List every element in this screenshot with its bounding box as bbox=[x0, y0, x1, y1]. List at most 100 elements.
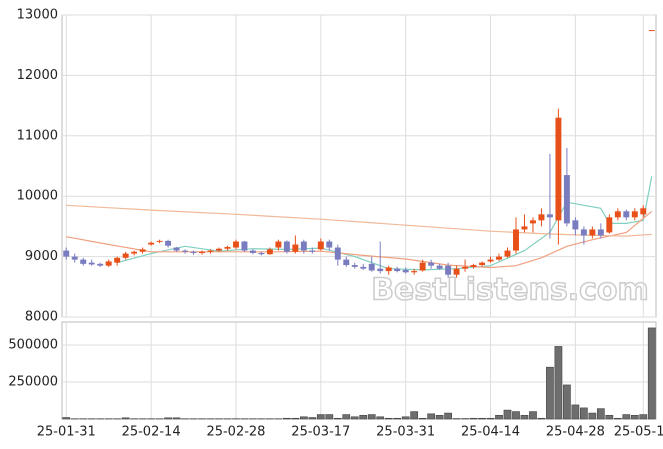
volume-tick-label: 250000 bbox=[8, 374, 58, 389]
y-tick-label: 13000 bbox=[17, 8, 58, 23]
volume-bar bbox=[478, 417, 486, 420]
volume-bar bbox=[529, 411, 537, 420]
volume-panel bbox=[61, 321, 657, 420]
volume-bar bbox=[376, 416, 385, 420]
candle-body bbox=[343, 259, 350, 266]
volume-bar bbox=[172, 417, 181, 420]
volume-bar bbox=[554, 346, 563, 420]
candle-body bbox=[207, 250, 214, 252]
volume-bar bbox=[512, 411, 520, 420]
x-tick-label: 25-05-15 bbox=[614, 425, 663, 440]
x-tick-label: 25-02-28 bbox=[206, 425, 265, 440]
candle-body bbox=[334, 247, 341, 260]
volume-tick-label: 500000 bbox=[8, 337, 58, 352]
candle-body bbox=[266, 249, 273, 255]
volume-bar bbox=[299, 416, 308, 420]
volume-bar bbox=[359, 414, 368, 420]
volume-bar bbox=[350, 416, 359, 420]
y-tick-label: 9000 bbox=[25, 249, 58, 264]
candle-body bbox=[428, 262, 435, 266]
candle-body bbox=[199, 251, 205, 253]
candle-body bbox=[139, 249, 146, 252]
candle-body bbox=[555, 117, 562, 221]
y-tick-label: 12000 bbox=[17, 68, 58, 83]
volume-bar bbox=[639, 414, 648, 420]
candle-body bbox=[606, 217, 613, 233]
candle-body bbox=[385, 267, 392, 272]
candle-body bbox=[216, 248, 222, 251]
candle-body bbox=[377, 268, 384, 272]
candle-body bbox=[182, 250, 189, 252]
candle-body bbox=[275, 241, 282, 248]
candle-body bbox=[63, 250, 70, 257]
x-tick-label: 25-04-28 bbox=[546, 425, 605, 440]
candle-body bbox=[309, 250, 316, 252]
candle-body bbox=[470, 265, 477, 267]
volume-bar bbox=[283, 417, 291, 420]
volume-bar bbox=[486, 417, 495, 420]
candle-body bbox=[462, 266, 469, 269]
candle-body bbox=[368, 263, 375, 271]
volume-bar bbox=[410, 411, 419, 420]
volume-bar bbox=[495, 414, 503, 420]
candle-body bbox=[419, 262, 426, 271]
y-tick-label: 8000 bbox=[25, 310, 58, 325]
volume-bar bbox=[647, 327, 656, 420]
candle-body bbox=[614, 211, 621, 218]
volume-bar bbox=[630, 414, 639, 420]
x-tick-label: 25-01-31 bbox=[37, 425, 96, 440]
candle-body bbox=[97, 263, 104, 266]
volume-bar bbox=[62, 417, 71, 420]
volume-bar bbox=[605, 414, 614, 420]
candle-body bbox=[317, 241, 324, 250]
candle-body bbox=[88, 262, 95, 265]
y-tick-label: 11000 bbox=[17, 128, 58, 143]
volume-bar bbox=[503, 409, 512, 420]
volume-bar bbox=[367, 414, 376, 420]
moving-average bbox=[117, 176, 653, 271]
candle-body bbox=[249, 250, 256, 253]
candle-body bbox=[360, 266, 367, 269]
candle-body bbox=[453, 268, 460, 275]
volume-bar bbox=[316, 414, 325, 420]
candle-body bbox=[648, 30, 655, 32]
candle-body bbox=[496, 256, 502, 260]
candle-body bbox=[504, 250, 511, 257]
volume-bar bbox=[291, 417, 300, 420]
volume-bar bbox=[546, 366, 554, 420]
candle-body bbox=[232, 241, 239, 248]
candle-body bbox=[513, 229, 519, 251]
volume-bar bbox=[435, 414, 444, 420]
candle-body bbox=[479, 262, 486, 266]
candle-body bbox=[631, 211, 638, 218]
x-tick-label: 25-04-14 bbox=[461, 425, 520, 440]
candle-body bbox=[640, 208, 647, 215]
candle-body bbox=[326, 241, 333, 248]
candle-body bbox=[80, 259, 87, 264]
volume-bar bbox=[308, 417, 317, 420]
volume-bar bbox=[537, 417, 546, 420]
candle-body bbox=[538, 214, 545, 221]
candle-body bbox=[224, 246, 231, 249]
volume-bar bbox=[580, 407, 588, 420]
candle-body bbox=[546, 214, 553, 218]
candle-body bbox=[131, 251, 138, 254]
candle-body bbox=[148, 242, 155, 245]
x-tick-label: 25-03-17 bbox=[291, 425, 350, 440]
candle-body bbox=[487, 259, 494, 262]
candle-body bbox=[173, 247, 180, 251]
volume-bar bbox=[384, 417, 393, 420]
moving-average bbox=[66, 210, 653, 269]
volume-bar bbox=[613, 417, 622, 420]
volume-bar bbox=[393, 417, 402, 420]
candle-body bbox=[156, 240, 163, 242]
candle-body bbox=[529, 220, 536, 224]
volume-bar bbox=[342, 414, 351, 420]
volume-bar bbox=[520, 414, 529, 420]
candle-body bbox=[521, 226, 528, 230]
candle-body bbox=[300, 241, 307, 251]
volume-bar bbox=[588, 412, 597, 420]
volume-bar bbox=[121, 417, 130, 420]
candle-body bbox=[572, 220, 579, 230]
